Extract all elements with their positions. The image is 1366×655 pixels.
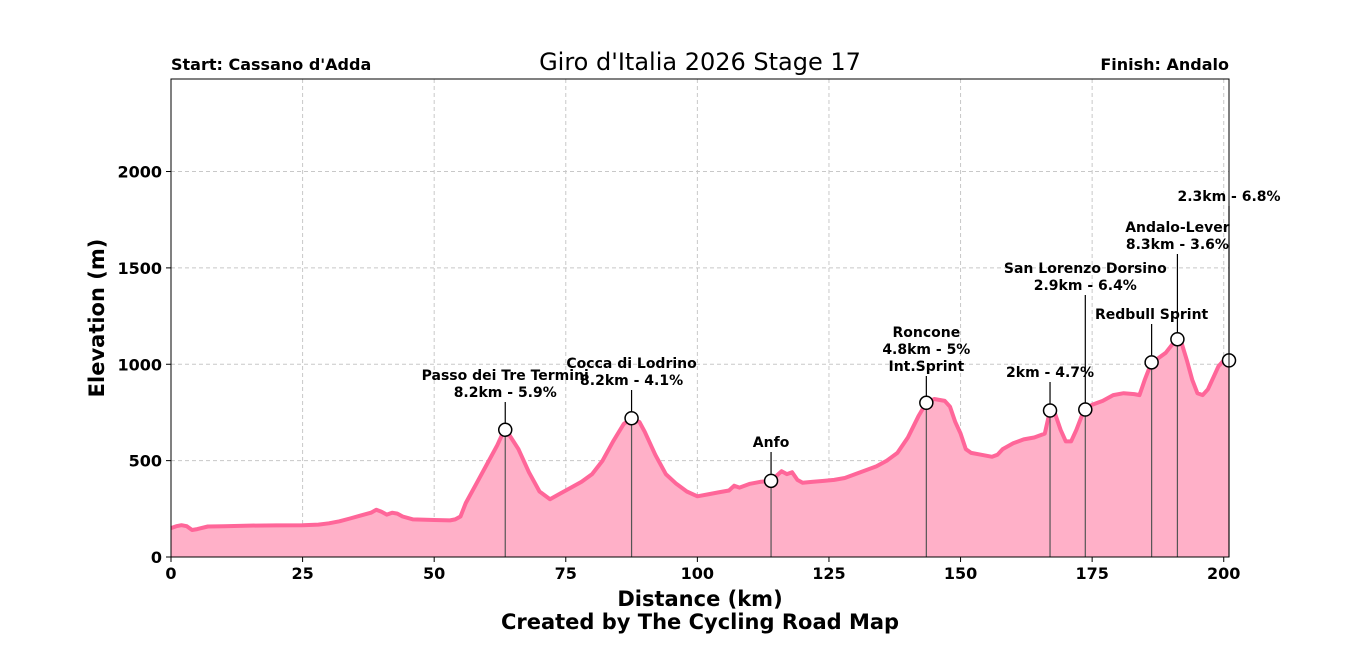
marker-label: Passo dei Tre Termini xyxy=(422,368,589,384)
marker-point xyxy=(624,410,639,426)
x-axis-label: Distance (km) xyxy=(617,587,782,611)
x-tick-label: 125 xyxy=(812,564,845,583)
start-label: Start: Cassano d'Adda xyxy=(171,55,371,74)
marker-label: 8.2km - 4.1% xyxy=(580,373,683,389)
marker-point xyxy=(763,473,779,489)
climb-marker: Anfo xyxy=(753,435,790,557)
y-tick-label: 500 xyxy=(129,452,162,471)
x-tick-label: 50 xyxy=(423,564,445,583)
marker-point xyxy=(1144,355,1159,370)
marker-label: Redbull Sprint xyxy=(1095,307,1209,323)
marker-point xyxy=(919,395,934,411)
y-tick-label: 0 xyxy=(151,548,162,567)
marker-label: San Lorenzo Dorsino xyxy=(1004,261,1167,277)
y-tick-label: 1500 xyxy=(117,259,162,278)
marker-label: Andalo-Lever xyxy=(1125,220,1230,236)
plot-frame xyxy=(170,78,1230,558)
x-tick-label: 75 xyxy=(555,564,577,583)
marker-label: Int.Sprint xyxy=(889,359,965,375)
marker-label: Anfo xyxy=(753,435,790,451)
x-tick-label: 150 xyxy=(944,564,977,583)
y-axis-label: Elevation (m) xyxy=(85,239,109,398)
y-axis-ticks: 0 500 1000 1500 2000 xyxy=(117,163,171,567)
chart-title: Giro d'Italia 2026 Stage 17 xyxy=(539,48,861,76)
marker-label: 2km - 4.7% xyxy=(1006,365,1094,381)
marker-point xyxy=(497,422,513,438)
climb-marker: 2km - 4.7% xyxy=(1006,365,1094,557)
x-tick-label: 25 xyxy=(291,564,313,583)
marker-label: 8.3km - 3.6% xyxy=(1126,237,1229,253)
y-tick-label: 1000 xyxy=(117,355,162,374)
climb-marker: Redbull Sprint xyxy=(1095,307,1209,557)
y-tick-label: 2000 xyxy=(117,163,162,182)
marker-label: 8.2km - 5.9% xyxy=(454,385,557,401)
marker-point xyxy=(1042,403,1058,418)
marker-label: Roncone xyxy=(892,325,960,341)
x-axis-ticks: 0 25 50 75 100 125 150 175 200 xyxy=(165,557,1240,583)
elevation-area xyxy=(171,339,1229,557)
marker-label: 2.9km - 6.4% xyxy=(1034,278,1137,294)
x-tick-label: 100 xyxy=(681,564,714,583)
x-tick-label: 200 xyxy=(1207,564,1240,583)
x-tick-label: 0 xyxy=(165,564,176,583)
credit-text: Created by The Cycling Road Map xyxy=(501,610,899,634)
marker-point xyxy=(1078,402,1093,417)
x-tick-label: 175 xyxy=(1075,564,1108,583)
marker-label: Cocca di Lodrino xyxy=(566,356,697,372)
marker-label: 4.8km - 5% xyxy=(882,342,970,358)
marker-point xyxy=(1170,331,1185,347)
finish-label: Finish: Andalo xyxy=(1100,55,1229,74)
